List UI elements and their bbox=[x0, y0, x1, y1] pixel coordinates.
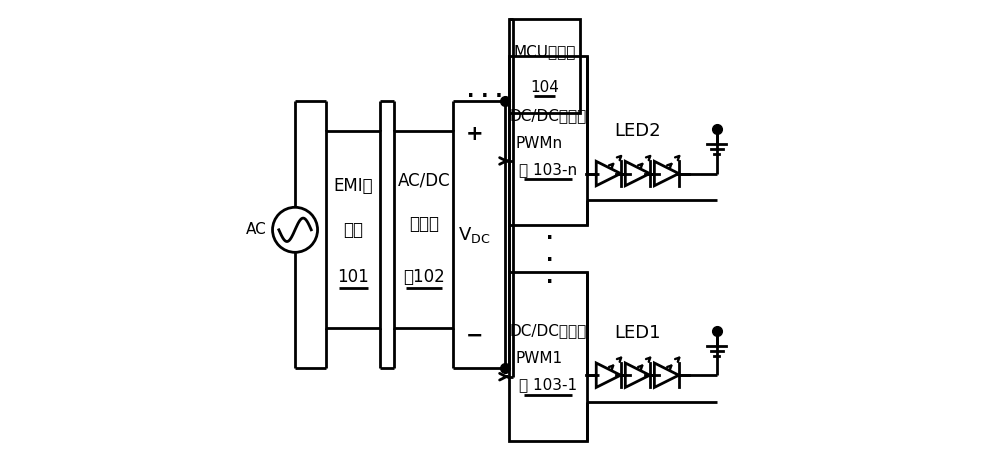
Bar bbox=[326, 131, 380, 328]
Text: 101: 101 bbox=[338, 268, 369, 286]
Text: DC/DC恒流电: DC/DC恒流电 bbox=[509, 108, 587, 123]
Text: 路 103-1: 路 103-1 bbox=[519, 378, 577, 393]
Text: ·
·
·: · · · bbox=[546, 229, 554, 292]
Text: DC/DC恒流电: DC/DC恒流电 bbox=[509, 324, 587, 339]
Text: 104: 104 bbox=[530, 80, 559, 95]
Text: . . .: . . . bbox=[467, 82, 503, 101]
Bar bbox=[509, 56, 587, 225]
Text: AC/DC: AC/DC bbox=[397, 172, 450, 189]
Text: AC: AC bbox=[246, 222, 267, 237]
Text: 路 103-n: 路 103-n bbox=[519, 162, 577, 177]
Text: 路102: 路102 bbox=[403, 268, 445, 286]
Text: −: − bbox=[465, 325, 483, 345]
Bar bbox=[509, 272, 587, 441]
Text: V$_{\mathrm{DC}}$: V$_{\mathrm{DC}}$ bbox=[458, 225, 490, 244]
Text: LED1: LED1 bbox=[614, 324, 661, 341]
Text: 恒压电: 恒压电 bbox=[409, 215, 439, 233]
Text: LED2: LED2 bbox=[614, 122, 661, 140]
Text: +: + bbox=[465, 124, 483, 144]
Text: MCU控制器: MCU控制器 bbox=[513, 44, 576, 59]
Text: EMI滤: EMI滤 bbox=[334, 177, 373, 196]
Bar bbox=[394, 131, 453, 328]
Text: PWMn: PWMn bbox=[515, 136, 562, 151]
Text: 波器: 波器 bbox=[343, 221, 363, 239]
Text: PWM1: PWM1 bbox=[515, 351, 562, 366]
Bar bbox=[509, 19, 580, 113]
